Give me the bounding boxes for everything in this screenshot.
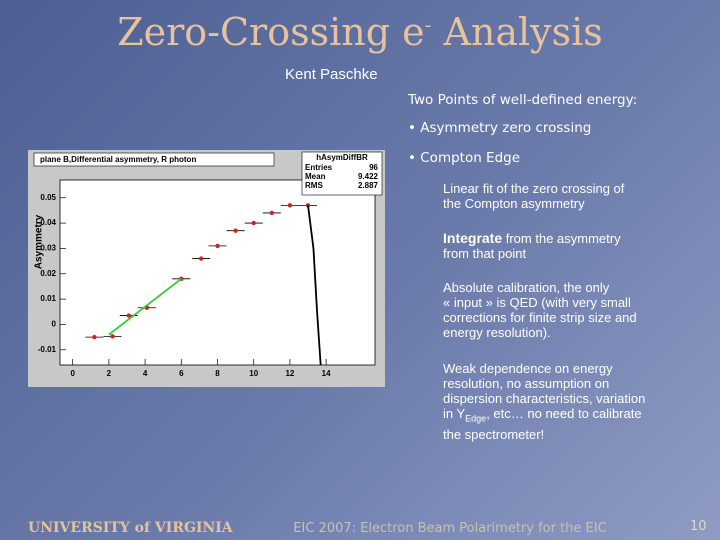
note-line: « input » is QED (with very small (443, 295, 631, 310)
note-line: Linear fit of the zero crossing of (443, 181, 625, 196)
bullet-intro: Two Points of well-defined energy: (408, 92, 638, 108)
bullet: • Asymmetry zero crossing (408, 120, 592, 136)
y-tick-label: 0.05 (40, 193, 56, 202)
x-tick-label: 14 (322, 369, 331, 378)
x-tick-label: 10 (249, 369, 258, 378)
note-sub: Edge (465, 413, 487, 424)
stats-box (301, 151, 383, 196)
data-point (215, 243, 220, 249)
x-tick-label: 12 (285, 369, 294, 378)
x-tick-label: 6 (179, 369, 184, 378)
note-line: in YEdge, etc… no need to calibrate (443, 406, 645, 427)
author: Kent Paschke (285, 66, 378, 83)
note-line: dispersion characteristics, variation (443, 391, 646, 406)
note: Integrate from the asymmetry from that p… (443, 230, 621, 262)
note-line: the spectrometer! (443, 426, 545, 442)
stats-value: 2.887 (358, 181, 379, 190)
note-line: resolution, no assumption on (443, 376, 610, 391)
y-tick-label: 0.03 (40, 244, 56, 253)
note-line: the Compton asymmetry (443, 196, 585, 211)
title-text: Analysis (431, 10, 603, 54)
x-tick-label: 8 (215, 369, 220, 378)
data-point (92, 334, 97, 340)
note-text: in Y (443, 406, 466, 421)
stats-name: hAsymDiffBR (316, 153, 368, 162)
note-line: Absolute calibration, the only (443, 280, 610, 295)
data-point (305, 203, 311, 208)
note: Linear fit of the zero crossing of the C… (443, 181, 624, 211)
y-tick-label: 0.04 (40, 218, 56, 227)
data-point (126, 313, 131, 318)
footer-logo: UNIVERSITY of VIRGINIA (28, 520, 233, 536)
y-tick-label: 0.01 (40, 294, 56, 303)
plot-area (59, 179, 376, 366)
data-point (199, 256, 204, 261)
x-tick-label: 4 (143, 369, 148, 378)
x-tick-label: 0 (70, 369, 75, 378)
chart-title: plane B,Differential asymmetry, R photon (40, 155, 196, 164)
note-line: Weak dependence on energy (443, 361, 613, 376)
plot-title-box (33, 152, 275, 167)
note: Weak dependence on energy resolution, no… (443, 361, 645, 442)
x-tick-label: 2 (107, 369, 112, 378)
footer-text: EIC 2007: Electron Beam Polarimetry for … (293, 521, 607, 536)
data-point (233, 228, 238, 233)
stats-key: Entries (305, 163, 333, 172)
y-tick-label: 0 (52, 320, 57, 329)
note-line: from that point (443, 246, 527, 261)
y-tick-label: -0.01 (38, 345, 57, 354)
note-line: energy resolution). (443, 325, 551, 340)
stats-value: 96 (369, 163, 378, 172)
title-text: Zero-Crossing e (117, 10, 425, 54)
title-sup: - (424, 12, 432, 37)
note-line: corrections for finite strip size and (443, 310, 637, 325)
stats-key: RMS (305, 181, 323, 190)
slide-title: Zero-Crossing e- Analysis (0, 10, 720, 54)
chart: plane B,Differential asymmetry, R photon… (28, 150, 385, 387)
bullet: • Compton Edge (408, 150, 521, 166)
fit-line (108, 278, 182, 336)
data-point (287, 203, 293, 208)
stats-key: Mean (305, 172, 326, 181)
y-tick-label: 0.02 (40, 269, 56, 278)
data-point (269, 210, 275, 216)
page-number: 10 (690, 519, 707, 534)
fit-line (307, 205, 322, 366)
note-text: , etc… no need to calibrate (486, 406, 642, 421)
note-line: Integrate from the asymmetry (443, 230, 621, 247)
stats-value: 9.422 (358, 172, 379, 181)
data-point (110, 334, 115, 339)
note-bold: Integrate (443, 230, 503, 246)
y-axis-label: Asymmetry (34, 214, 45, 269)
note-text: from the asymmetry (502, 231, 621, 246)
data-point (251, 220, 256, 226)
note: Absolute calibration, the only « input »… (443, 280, 637, 340)
